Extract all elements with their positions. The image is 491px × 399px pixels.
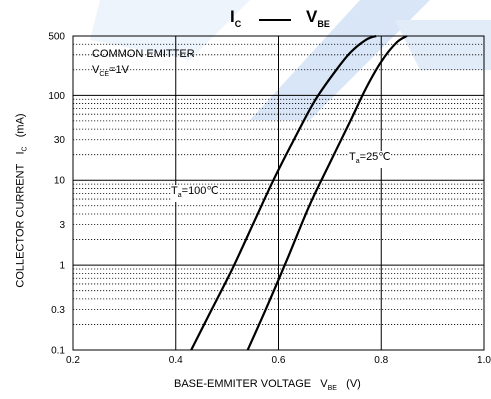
config-vce-main: V: [92, 64, 100, 76]
x-label-unit: (V): [346, 378, 361, 390]
y-label-sub: C: [21, 146, 29, 152]
y-tick-label: 10: [54, 176, 66, 187]
config-annotation: COMMON EMITTER VCE=1V: [92, 48, 195, 81]
title-vbe-sub: BE: [317, 19, 330, 29]
chart-title-vbe: VBE: [306, 7, 330, 29]
x-axis-label: BASE-EMMITER VOLTAGE VBE (V): [174, 378, 361, 392]
y-tick-label: 3: [59, 220, 65, 231]
y-label-unit: (mA): [14, 113, 27, 138]
x-tick-label: 0.8: [374, 355, 388, 366]
y-tick-label: 30: [54, 135, 66, 146]
title-ic-sub: C: [234, 19, 242, 29]
y-tick-label: 100: [48, 91, 65, 102]
y-label-main: I: [14, 151, 27, 155]
series-line-ta-100: [190, 34, 377, 351]
label-ta-100: Ta=100℃: [171, 185, 219, 202]
config-line-1: COMMON EMITTER: [92, 48, 195, 60]
title-dash: [259, 19, 291, 21]
y-tick-label: 500: [48, 32, 65, 43]
curves: [190, 34, 408, 351]
label-25-sub: a: [355, 158, 360, 165]
label-100-value: =100℃: [181, 185, 219, 197]
x-label-main: V: [320, 378, 328, 390]
x-label-text: BASE-EMMITER VOLTAGE: [174, 378, 312, 390]
config-vce-sub: CE: [99, 71, 110, 78]
label-100-main: T: [171, 185, 178, 197]
label-25-main: T: [349, 151, 356, 163]
config-vce-value: =1V: [109, 64, 129, 76]
label-100-sub: a: [177, 192, 182, 199]
x-tick-label: 1.0: [477, 355, 491, 366]
series-line-ta-25: [246, 35, 408, 351]
config-line-2: VCE=1V: [92, 64, 195, 81]
y-tick-label: 1: [59, 261, 65, 272]
x-label-sub: BE: [327, 385, 337, 392]
y-label-text: COLLECTOR CURRENT: [14, 163, 27, 288]
chart-title-ic: IC: [230, 7, 241, 29]
title-vbe-main: V: [306, 7, 318, 26]
label-ta-25: Ta=25℃: [349, 151, 391, 168]
title-ic-main: I: [230, 7, 235, 26]
y-tick-label: 0.1: [51, 346, 65, 357]
y-axis-label: COLLECTOR CURRENT IC (mA): [14, 81, 33, 321]
x-tick-label: 0.6: [272, 355, 286, 366]
major-gridlines: [73, 36, 484, 350]
plot-frame: [72, 35, 485, 351]
y-tick-label: 0.3: [51, 305, 65, 316]
y-tick-labels: 0.1 0.3 1 3 10 30 100 500: [48, 32, 65, 357]
x-tick-labels: 0.2 0.4 0.6 0.8 1.0: [66, 355, 491, 366]
x-tick-label: 0.4: [169, 355, 183, 366]
label-25-value: =25℃: [359, 151, 391, 163]
x-tick-label: 0.2: [66, 355, 80, 366]
